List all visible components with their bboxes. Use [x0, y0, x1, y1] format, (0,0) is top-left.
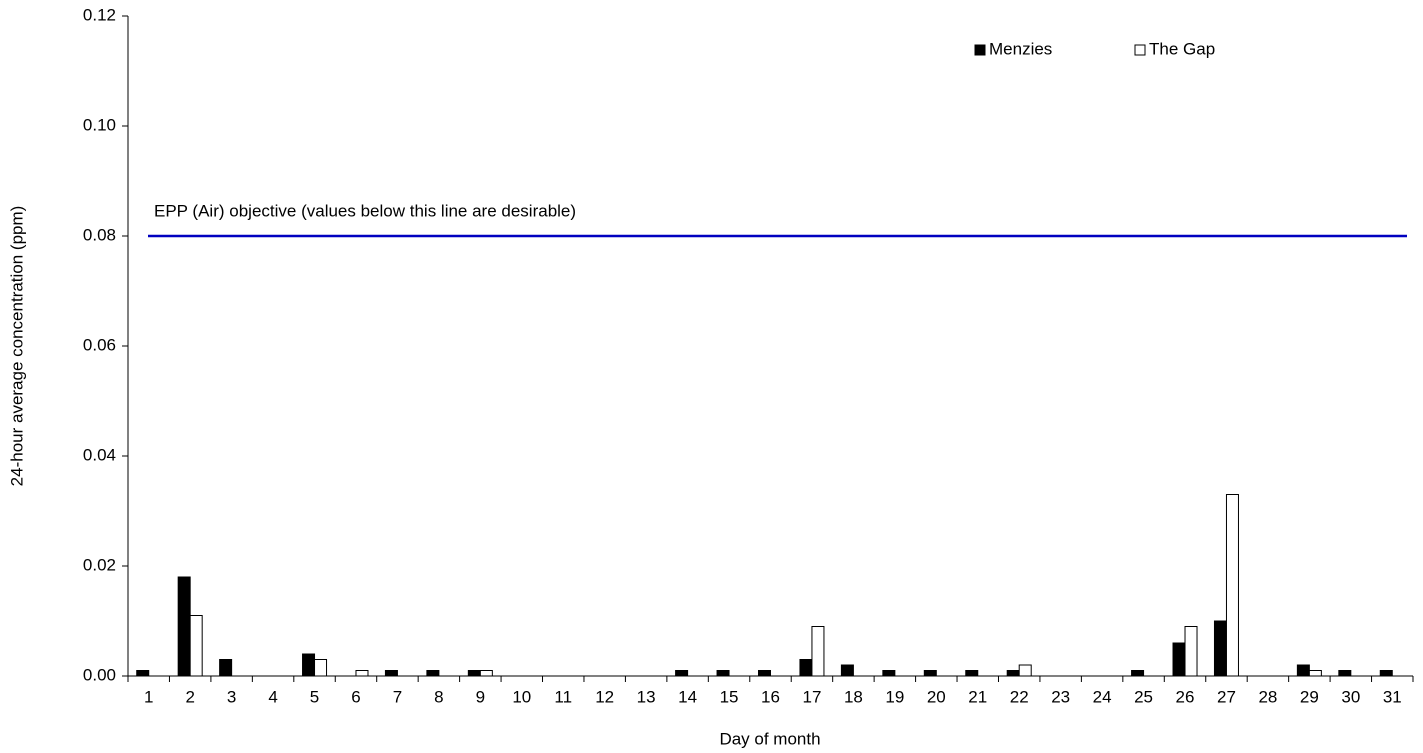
- reference-line-label: EPP (Air) objective (values below this l…: [154, 201, 576, 220]
- bar: [1338, 670, 1352, 677]
- bar: [1006, 670, 1020, 677]
- x-tick-label: 24: [1093, 687, 1112, 706]
- x-tick-label: 7: [393, 687, 402, 706]
- x-tick-label: 18: [844, 687, 863, 706]
- x-tick-label: 22: [1010, 687, 1029, 706]
- y-tick-label: 0.00: [83, 665, 116, 684]
- x-tick-label: 10: [512, 687, 531, 706]
- x-tick-label: 15: [720, 687, 739, 706]
- bar: [136, 670, 150, 677]
- legend-label: The Gap: [1149, 39, 1215, 58]
- x-tick-label: 4: [268, 687, 277, 706]
- bar: [467, 670, 481, 677]
- x-tick-label: 26: [1176, 687, 1195, 706]
- x-tick-label: 30: [1341, 687, 1360, 706]
- x-tick-label: 11: [554, 687, 572, 706]
- bar: [1379, 670, 1393, 677]
- bar: [1213, 620, 1227, 677]
- bar: [1225, 494, 1239, 677]
- bar: [1296, 664, 1310, 677]
- x-tick-label: 20: [927, 687, 946, 706]
- x-tick-label: 31: [1383, 687, 1402, 706]
- bar: [799, 659, 813, 677]
- legend-swatch: [1134, 44, 1146, 56]
- y-tick-label: 0.02: [83, 555, 116, 574]
- x-tick-label: 16: [761, 687, 780, 706]
- y-tick-label: 0.10: [83, 115, 116, 134]
- x-tick-label: 23: [1051, 687, 1070, 706]
- legend-swatch: [974, 44, 986, 56]
- bar: [716, 670, 730, 677]
- bar: [314, 659, 328, 677]
- x-tick-label: 3: [227, 687, 236, 706]
- bar: [923, 670, 937, 677]
- bar: [882, 670, 896, 677]
- x-tick-label: 17: [802, 687, 821, 706]
- bar: [479, 670, 493, 677]
- bar: [811, 626, 825, 677]
- x-tick-label: 13: [637, 687, 656, 706]
- y-tick-label: 0.08: [83, 225, 116, 244]
- x-tick-label: 21: [968, 687, 987, 706]
- x-tick-label: 28: [1258, 687, 1277, 706]
- bar: [1184, 626, 1198, 677]
- x-tick-label: 27: [1217, 687, 1236, 706]
- x-tick-label: 12: [595, 687, 614, 706]
- bar: [965, 670, 979, 677]
- bar: [758, 670, 771, 677]
- x-tick-label: 1: [144, 687, 153, 706]
- x-tick-label: 2: [185, 687, 194, 706]
- bar: [1018, 664, 1032, 677]
- y-tick-label: 0.04: [83, 445, 116, 464]
- bar: [426, 670, 440, 677]
- bar: [384, 670, 398, 677]
- x-tick-label: 14: [678, 687, 697, 706]
- bar: [355, 670, 369, 677]
- x-axis-title: Day of month: [719, 729, 820, 748]
- bar: [1172, 642, 1186, 677]
- bar: [1308, 670, 1322, 677]
- bar: [219, 659, 233, 677]
- bar: [840, 664, 854, 677]
- x-tick-label: 29: [1300, 687, 1319, 706]
- y-tick-label: 0.12: [83, 5, 116, 24]
- bar: [189, 615, 203, 677]
- legend-label: Menzies: [989, 39, 1052, 58]
- x-tick-label: 8: [434, 687, 443, 706]
- x-tick-label: 5: [310, 687, 319, 706]
- x-tick-label: 19: [885, 687, 904, 706]
- bar: [177, 576, 191, 677]
- bar: [302, 653, 316, 677]
- y-tick-label: 0.06: [83, 335, 116, 354]
- x-tick-label: 6: [351, 687, 360, 706]
- bar: [675, 670, 689, 677]
- x-tick-label: 25: [1134, 687, 1153, 706]
- bar: [1131, 670, 1145, 677]
- y-axis-title: 24-hour average concentration (ppm): [7, 206, 26, 487]
- x-tick-label: 9: [476, 687, 485, 706]
